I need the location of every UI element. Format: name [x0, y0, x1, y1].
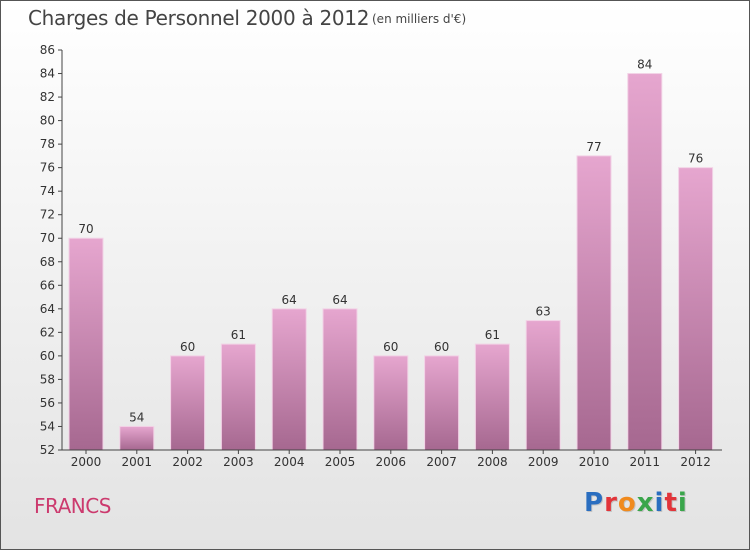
y-tick-label: 58 [40, 372, 55, 386]
logo-letter: r [604, 488, 618, 518]
bar-2003 [220, 343, 256, 451]
value-labels: 70 54 60 61 64 64 60 60 61 63 77 84 76 [78, 58, 703, 425]
bar-2002 [170, 355, 206, 451]
y-tick-label: 62 [40, 325, 55, 339]
bar-2010 [576, 155, 612, 451]
value-label-2000: 70 [78, 222, 93, 236]
y-tick-label: 76 [40, 161, 55, 175]
value-label-2010: 77 [586, 140, 601, 154]
bar-2004 [271, 308, 307, 451]
value-label-2012: 76 [688, 152, 703, 166]
bar-2001 [119, 425, 155, 451]
bar-2005 [322, 308, 358, 451]
x-tick-label-2012: 2012 [680, 455, 711, 469]
y-tick-label: 54 [40, 419, 55, 433]
x-tick-label-2004: 2004 [274, 455, 305, 469]
y-tick-label: 78 [40, 137, 55, 151]
value-label-2002: 60 [180, 340, 195, 354]
x-axis: 2000 2001 2002 2003 2004 2005 2006 2007 2008 2009… [62, 449, 722, 469]
y-tick-label: 56 [40, 396, 55, 410]
bar-2000 [68, 237, 104, 451]
x-tick-label-2010: 2010 [579, 455, 610, 469]
y-tick-label: 86 [40, 43, 55, 57]
x-tick-label-2011: 2011 [630, 455, 661, 469]
value-label-2003: 61 [231, 328, 246, 342]
x-tick-label-2003: 2003 [223, 455, 254, 469]
y-tick-label: 80 [40, 114, 55, 128]
x-tick-label-2009: 2009 [528, 455, 559, 469]
proxiti-logo[interactable]: Proxiti [584, 488, 688, 518]
y-axis: 52 54 56 58 60 62 64 66 68 70 72 74 76 78 80 82 84 86 [40, 43, 63, 457]
bar-2006 [373, 355, 409, 451]
bars-group [68, 73, 714, 451]
value-label-2007: 60 [434, 340, 449, 354]
y-tick-label: 82 [40, 90, 55, 104]
y-tick-label: 60 [40, 349, 55, 363]
logo-letter: t [664, 488, 678, 518]
y-tick-label: 68 [40, 255, 55, 269]
value-label-2004: 64 [282, 293, 297, 307]
y-tick-label: 84 [40, 67, 55, 81]
bar-2011 [627, 73, 663, 451]
x-tick-label-2007: 2007 [426, 455, 457, 469]
y-tick-label: 72 [40, 208, 55, 222]
logo-letter: i [677, 488, 688, 518]
logo-letter: x [636, 488, 655, 518]
x-tick-label-2008: 2008 [477, 455, 508, 469]
y-tick-label: 74 [40, 184, 55, 198]
bar-2008 [474, 343, 510, 451]
x-tick-label-2006: 2006 [376, 455, 407, 469]
chart-title: Charges de Personnel 2000 à 2012 [28, 6, 370, 30]
logo-letter: o [617, 488, 637, 518]
value-label-2006: 60 [383, 340, 398, 354]
y-tick-label: 64 [40, 302, 55, 316]
bar-2007 [424, 355, 460, 451]
bar-2009 [525, 320, 561, 451]
y-tick-label: 66 [40, 278, 55, 292]
x-tick-label-2005: 2005 [325, 455, 356, 469]
x-tick-label-2002: 2002 [172, 455, 203, 469]
value-label-2009: 63 [536, 305, 551, 319]
y-tick-label: 70 [40, 231, 55, 245]
chart-subtitle: (en milliers d'€) [372, 12, 467, 26]
bar-2012 [678, 167, 714, 451]
value-label-2005: 64 [332, 293, 347, 307]
x-tick-label-2000: 2000 [71, 455, 102, 469]
commune-name: FRANCS [34, 494, 111, 518]
logo-letter: P [584, 488, 605, 518]
value-label-2001: 54 [129, 410, 144, 424]
x-tick-label-2001: 2001 [122, 455, 153, 469]
value-label-2011: 84 [637, 58, 652, 72]
value-label-2008: 61 [485, 328, 500, 342]
logo-letter: i [654, 488, 665, 518]
y-tick-label: 52 [40, 443, 55, 457]
